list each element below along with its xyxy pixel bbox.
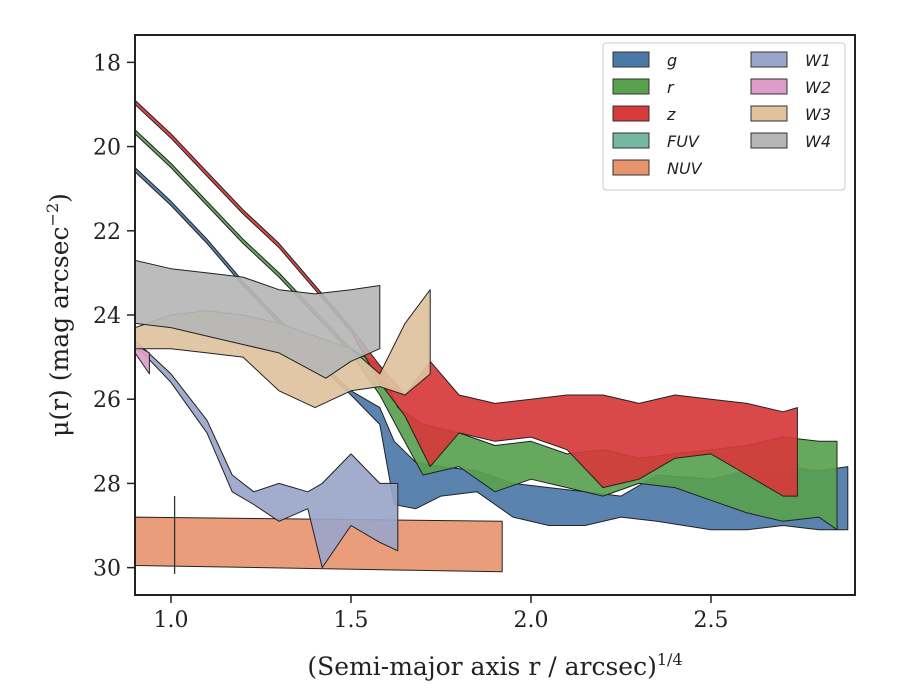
legend-label-r: r bbox=[667, 78, 675, 97]
x-axis: 1.0 1.5 2.0 2.5 bbox=[154, 595, 729, 633]
y-tick-label: 18 bbox=[93, 51, 121, 76]
y-tick-label: 20 bbox=[93, 136, 121, 161]
legend-label-g: g bbox=[667, 51, 677, 70]
legend-label-w2: W2 bbox=[805, 78, 831, 97]
y-axis-label: μ(r) (mag arcsec−2) bbox=[43, 193, 74, 437]
legend-swatch-r bbox=[612, 78, 650, 95]
legend-swatch-fuv bbox=[612, 132, 650, 149]
y-axis-label-superscript: −2 bbox=[43, 203, 62, 227]
x-tick-label: 1.5 bbox=[334, 608, 369, 633]
x-tick-label: 2.0 bbox=[514, 608, 549, 633]
legend-swatch-w1 bbox=[750, 51, 788, 68]
legend: grz FUV NUV W1 W2 W3 W4 bbox=[602, 42, 846, 191]
y-tick-label: 24 bbox=[93, 304, 121, 329]
x-axis-label-text: (Semi-major axis r / arcsec) bbox=[307, 652, 656, 681]
x-axis-label: (Semi-major axis r / arcsec)1/4 bbox=[307, 650, 682, 681]
y-tick-label: 22 bbox=[93, 220, 121, 245]
band-w2 bbox=[135, 344, 150, 375]
legend-swatch-w3 bbox=[750, 105, 788, 122]
y-axis-label-text: μ(r) (mag arcsec bbox=[45, 226, 74, 436]
legend-label-w3: W3 bbox=[805, 105, 831, 124]
legend-label-z: z bbox=[666, 105, 676, 124]
y-tick-label: 28 bbox=[93, 472, 121, 497]
legend-label-fuv: FUV bbox=[667, 132, 700, 151]
y-axis: 18 20 22 24 26 28 30 bbox=[93, 51, 135, 582]
legend-label-w4: W4 bbox=[805, 132, 831, 151]
x-axis-label-superscript: 1/4 bbox=[657, 650, 683, 669]
legend-swatch-w4 bbox=[750, 132, 788, 149]
x-tick-label: 1.0 bbox=[154, 608, 189, 633]
legend-swatch-nuv bbox=[612, 159, 650, 176]
y-tick-label: 30 bbox=[93, 557, 121, 582]
y-axis-label-tail: ) bbox=[45, 193, 74, 203]
legend-swatch-w2 bbox=[750, 78, 788, 95]
x-tick-label: 2.5 bbox=[694, 608, 729, 633]
band-w4 bbox=[135, 259, 381, 379]
y-tick-label: 26 bbox=[93, 388, 121, 413]
profile-bands bbox=[135, 99, 849, 573]
legend-label-nuv: NUV bbox=[667, 159, 703, 178]
band-w1 bbox=[135, 339, 399, 569]
legend-swatch-g bbox=[612, 51, 650, 68]
legend-label-w1: W1 bbox=[805, 51, 831, 70]
legend-swatch-z bbox=[612, 105, 650, 122]
